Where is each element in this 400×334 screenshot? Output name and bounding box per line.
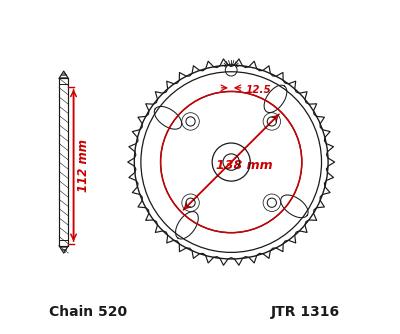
Text: 112 mm: 112 mm [78,139,90,192]
Text: Chain 520: Chain 520 [49,305,127,319]
Text: 12.5: 12.5 [246,86,272,96]
Text: JTR 1316: JTR 1316 [270,305,340,319]
Bar [59,78,68,246]
Text: 138 mm: 138 mm [216,159,273,172]
